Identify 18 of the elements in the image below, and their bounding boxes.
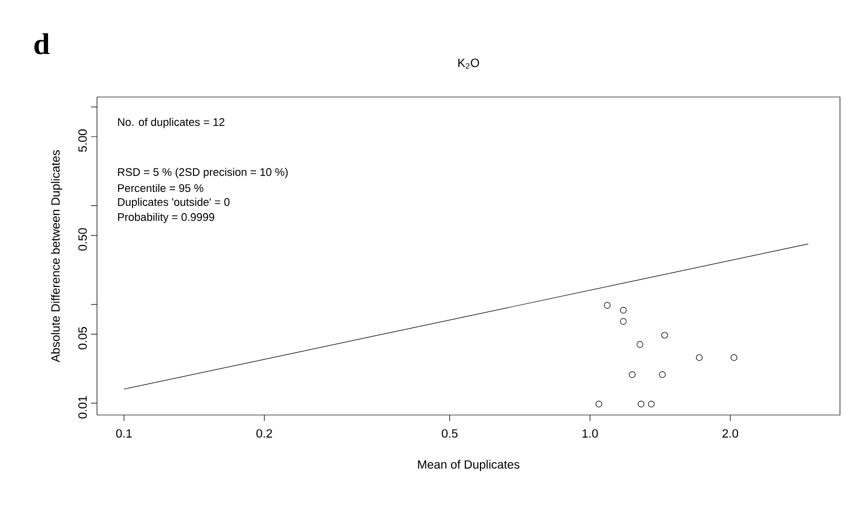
x-tick-label: 1.0 <box>582 429 598 438</box>
chart-title: K$_{2}$O <box>458 58 480 69</box>
annotation: Probability = 0.9999 <box>118 212 214 224</box>
annotation: Duplicates 'outside' = 0 <box>118 198 230 208</box>
x-tick-label: 0.5 <box>442 429 458 438</box>
text: d <box>34 33 50 54</box>
y-tick-label: 0.50 <box>78 228 87 251</box>
x-axis-title: Mean of Duplicates <box>418 460 520 472</box>
annotation: RSD = 5 % (2SD precision = 10 %) <box>118 168 288 178</box>
y-tick-label: 0.01 <box>78 396 87 418</box>
x-tick-label: 0.1 <box>116 429 132 438</box>
annotation: Percentile = 95 % <box>118 184 204 192</box>
y-tick-label: 0.05 <box>78 327 87 350</box>
annotation: No. of duplicates = 12 <box>118 118 224 128</box>
x-tick-label: 0.2 <box>256 429 272 438</box>
y-axis-title: Absolute Difference between Duplicates <box>50 150 62 362</box>
y-tick-label: 5.00 <box>78 129 87 152</box>
x-tick-label: 2.0 <box>722 429 738 438</box>
